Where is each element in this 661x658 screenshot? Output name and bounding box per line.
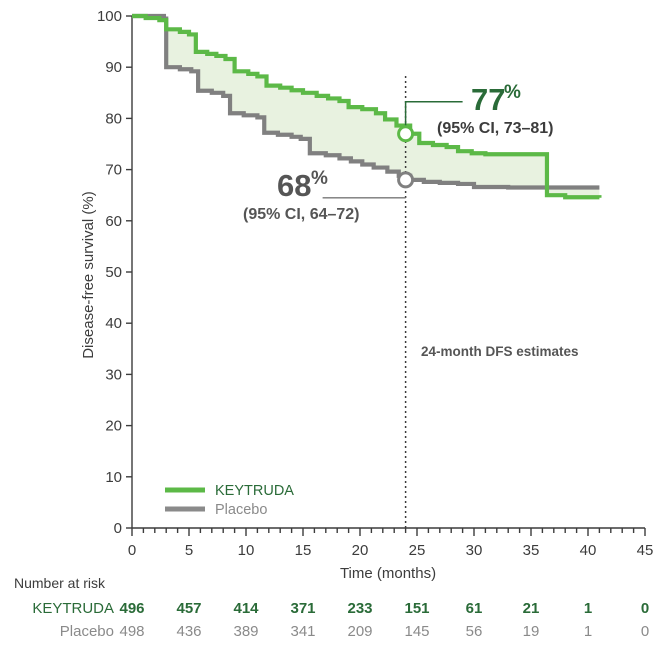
x-tick-label: 20 bbox=[352, 542, 369, 559]
risk-value: 151 bbox=[404, 600, 429, 617]
risk-value: 1 bbox=[584, 623, 592, 640]
risk-value: 209 bbox=[347, 623, 372, 640]
x-tick-label: 35 bbox=[523, 542, 540, 559]
y-tick-label: 90 bbox=[105, 59, 122, 76]
risk-value: 457 bbox=[176, 600, 201, 617]
curve-placebo bbox=[132, 13, 600, 190]
callout-placebo-ci: (95% CI, 64–72) bbox=[243, 206, 360, 223]
marker-placebo-24mo bbox=[397, 171, 415, 189]
legend: KEYTRUDA Placebo bbox=[165, 483, 294, 518]
risk-value: 61 bbox=[466, 600, 483, 617]
risk-value: 436 bbox=[176, 623, 201, 640]
y-tick-label: 0 bbox=[114, 520, 122, 537]
y-tick-label: 100 bbox=[97, 8, 122, 25]
risk-value: 56 bbox=[466, 623, 483, 640]
risk-value: 145 bbox=[404, 623, 429, 640]
risk-value: 1 bbox=[584, 600, 592, 617]
callout-keytruda-percent: % bbox=[504, 82, 521, 103]
between-curves-shading bbox=[132, 16, 600, 198]
risk-value: 341 bbox=[290, 623, 315, 640]
risk-value: 233 bbox=[347, 600, 372, 617]
risk-row-values-placebo: 498 436 389 341 209 145 56 19 1 0 bbox=[119, 623, 649, 640]
y-axis-ticks bbox=[126, 15, 132, 529]
y-tick-label: 80 bbox=[105, 110, 122, 127]
x-tick-label: 10 bbox=[238, 542, 255, 559]
axes: 0 10 20 30 40 50 60 70 80 90 100 0 5 10 15 20 25 30 35 40 4… bbox=[97, 8, 653, 559]
y-tick-label: 10 bbox=[105, 469, 122, 486]
risk-value: 389 bbox=[233, 623, 258, 640]
x-tick-label: 0 bbox=[128, 542, 136, 559]
risk-row-label-placebo: Placebo bbox=[60, 623, 114, 640]
callout-leader-keytruda bbox=[404, 101, 463, 134]
risk-value: 496 bbox=[119, 600, 144, 617]
x-tick-label: 45 bbox=[637, 542, 654, 559]
x-axis-ticks bbox=[131, 528, 646, 536]
y-tick-label: 70 bbox=[105, 162, 122, 179]
callout-placebo-percent: % bbox=[311, 168, 328, 189]
risk-value: 19 bbox=[523, 623, 540, 640]
risk-table-title: Number at risk bbox=[14, 575, 106, 591]
risk-value: 0 bbox=[641, 600, 649, 617]
annotation-24-month-dfs-estimates: 24-month DFS estimates bbox=[421, 344, 579, 359]
y-tick-label: 60 bbox=[105, 213, 122, 230]
y-tick-label: 20 bbox=[105, 418, 122, 435]
y-tick-label: 30 bbox=[105, 366, 122, 383]
callout-keytruda-ci: (95% CI, 73–81) bbox=[437, 120, 554, 137]
risk-value: 21 bbox=[523, 600, 540, 617]
y-axis-title: Disease-free survival (%) bbox=[80, 191, 97, 359]
marker-keytruda-24mo bbox=[397, 125, 415, 143]
x-tick-label: 5 bbox=[185, 542, 193, 559]
legend-label-keytruda: KEYTRUDA bbox=[215, 483, 294, 499]
y-tick-label: 40 bbox=[105, 315, 122, 332]
x-tick-label: 25 bbox=[409, 542, 426, 559]
curve-keytruda bbox=[132, 13, 602, 200]
risk-value: 498 bbox=[119, 623, 144, 640]
risk-value: 414 bbox=[233, 600, 259, 617]
y-tick-label: 50 bbox=[105, 264, 122, 281]
callout-placebo-value: 68 bbox=[277, 168, 311, 203]
x-tick-label: 15 bbox=[295, 542, 312, 559]
risk-table: Number at risk KEYTRUDA Placebo 496 457 41… bbox=[14, 575, 649, 640]
y-axis-tick-labels: 0 10 20 30 40 50 60 70 80 90 100 bbox=[97, 8, 122, 537]
risk-row-label-keytruda: KEYTRUDA bbox=[32, 600, 114, 617]
callout-keytruda-value: 77 bbox=[471, 82, 505, 117]
legend-label-placebo: Placebo bbox=[215, 502, 267, 518]
risk-value: 0 bbox=[641, 623, 649, 640]
x-axis-tick-labels: 0 5 10 15 20 25 30 35 40 45 bbox=[128, 542, 654, 559]
risk-value: 371 bbox=[290, 600, 315, 617]
risk-row-values-keytruda: 496 457 414 371 233 151 61 21 1 0 bbox=[119, 600, 649, 617]
x-axis-title: Time (months) bbox=[340, 565, 436, 582]
x-tick-label: 40 bbox=[580, 542, 597, 559]
x-tick-label: 30 bbox=[466, 542, 483, 559]
